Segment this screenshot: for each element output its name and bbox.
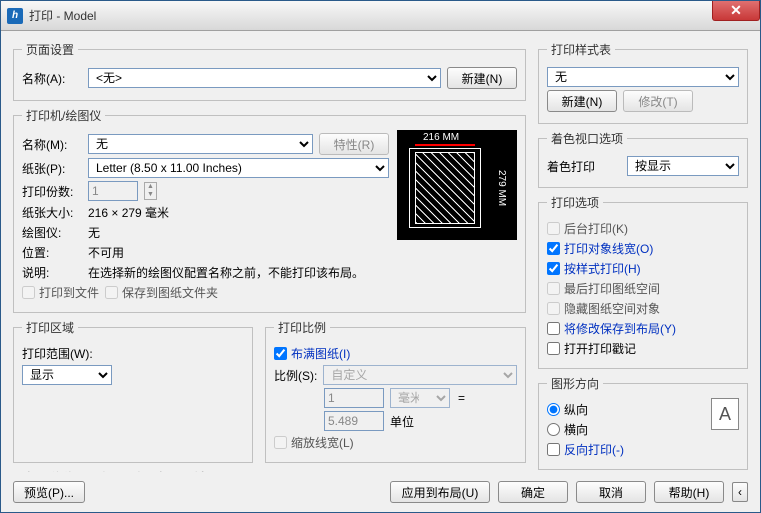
paper-label: 纸张(P):: [22, 160, 82, 177]
orient-reverse[interactable]: 反向打印(-): [547, 441, 624, 458]
copies-label: 打印份数:: [22, 183, 82, 200]
printer-name-select[interactable]: 无: [88, 134, 313, 154]
preview-height-label: 279 MM: [496, 170, 507, 206]
paper-preview: 216 MM 279 MM: [397, 130, 517, 240]
range-label: 打印范围(W):: [22, 345, 93, 362]
orient-legend: 图形方向: [547, 375, 603, 392]
footer: 预览(P)... 应用到布局(U) 确定 取消 帮助(H) ‹: [1, 472, 760, 512]
print-dialog: h 打印 - Model ✕ 页面设置 名称(A): <无> 新建(N) 打印机…: [0, 0, 761, 513]
equals-sign: =: [456, 391, 467, 405]
pagesetup-name-select[interactable]: <无>: [88, 68, 441, 88]
desc-value: 在选择新的绘图仪配置名称之前，不能打印该布局。: [88, 264, 364, 281]
pagesetup-new-button[interactable]: 新建(N): [447, 67, 517, 89]
location-value: 不可用: [88, 244, 124, 261]
pagesetup-name-label: 名称(A):: [22, 70, 82, 87]
printer-legend: 打印机/绘图仪: [22, 107, 105, 124]
fit-checkbox[interactable]: 布满图纸(I): [274, 345, 350, 362]
style-select[interactable]: 无: [547, 67, 739, 87]
ratio-label: 比例(S):: [274, 367, 317, 384]
desc-label: 说明:: [22, 264, 82, 281]
scale-den-input: [324, 411, 384, 431]
range-select[interactable]: 显示: [22, 365, 112, 385]
printer-group: 打印机/绘图仪 名称(M): 无 特性(R) 纸张(P): Letter (8.…: [13, 107, 526, 313]
preview-redbar: [415, 144, 475, 146]
preview-button[interactable]: 预览(P)...: [13, 481, 85, 503]
ratio-select: 自定义: [323, 365, 517, 385]
opt-savelayout[interactable]: 将修改保存到布局(Y): [547, 320, 676, 337]
orientation-icon: A: [711, 398, 739, 430]
opt-style[interactable]: 按样式打印(H): [547, 260, 641, 277]
save-sheet-checkbox: 保存到图纸文件夹: [105, 284, 218, 301]
page-setup-legend: 页面设置: [22, 41, 78, 58]
page-setup-group: 页面设置 名称(A): <无> 新建(N): [13, 41, 526, 101]
scale-lw-checkbox: 缩放线宽(L): [274, 434, 354, 451]
style-modify-button: 修改(T): [623, 90, 693, 112]
scale-num-input: [324, 388, 384, 408]
preview-hatch: [415, 152, 475, 224]
apply-button[interactable]: 应用到布局(U): [390, 481, 490, 503]
orient-portrait[interactable]: 纵向: [547, 401, 588, 418]
options-group: 打印选项 后台打印(K) 打印对象线宽(O) 按样式打印(H) 最后打印图纸空间…: [538, 194, 748, 369]
style-legend: 打印样式表: [547, 41, 615, 58]
opt-last: 最后打印图纸空间: [547, 280, 660, 297]
copies-up-icon: ▲: [145, 183, 156, 191]
plotter-label: 绘图仪:: [22, 224, 82, 241]
scale-unit-select: 毫米: [390, 388, 450, 408]
help-button[interactable]: 帮助(H): [654, 481, 724, 503]
shade-label: 着色打印: [547, 158, 621, 175]
ok-button[interactable]: 确定: [498, 481, 568, 503]
preview-width-label: 216 MM: [423, 132, 459, 143]
window-title: 打印 - Model: [29, 7, 96, 24]
scale-legend: 打印比例: [274, 319, 330, 336]
paper-select[interactable]: Letter (8.50 x 11.00 Inches): [88, 158, 389, 178]
opt-stamp[interactable]: 打开打印戳记: [547, 340, 636, 357]
app-icon: h: [7, 8, 23, 24]
orientation-group: 图形方向 纵向 横向 反向打印(-) A: [538, 375, 748, 470]
scale-unit-label: 单位: [390, 413, 414, 430]
print-area-group: 打印区域 打印范围(W): 显示: [13, 319, 253, 463]
scale-group: 打印比例 布满图纸(I) 比例(S): 自定义 毫米 = 单位: [265, 319, 526, 463]
size-label: 纸张大小:: [22, 204, 82, 221]
viewport-legend: 着色视口选项: [547, 130, 627, 147]
shade-select[interactable]: 按显示: [627, 156, 739, 176]
area-legend: 打印区域: [22, 319, 78, 336]
plotter-value: 无: [88, 224, 100, 241]
print-to-file-checkbox: 打印到文件: [22, 284, 99, 301]
opt-bg: 后台打印(K): [547, 220, 628, 237]
printer-name-label: 名称(M):: [22, 136, 82, 153]
size-value: 216 × 279 毫米: [88, 204, 169, 221]
orient-landscape[interactable]: 横向: [547, 421, 588, 438]
options-legend: 打印选项: [547, 194, 603, 211]
style-new-button[interactable]: 新建(N): [547, 90, 617, 112]
close-button[interactable]: ✕: [712, 1, 760, 21]
opt-hide: 隐藏图纸空间对象: [547, 300, 660, 317]
copies-input: [88, 181, 138, 201]
printer-props-button: 特性(R): [319, 133, 389, 155]
opt-lw[interactable]: 打印对象线宽(O): [547, 240, 653, 257]
expand-button[interactable]: ‹: [732, 482, 748, 502]
cancel-button[interactable]: 取消: [576, 481, 646, 503]
titlebar: h 打印 - Model ✕: [1, 1, 760, 31]
viewport-group: 着色视口选项 着色打印 按显示: [538, 130, 748, 188]
style-table-group: 打印样式表 无 新建(N) 修改(T): [538, 41, 748, 124]
copies-down-icon: ▼: [145, 191, 156, 199]
location-label: 位置:: [22, 244, 82, 261]
